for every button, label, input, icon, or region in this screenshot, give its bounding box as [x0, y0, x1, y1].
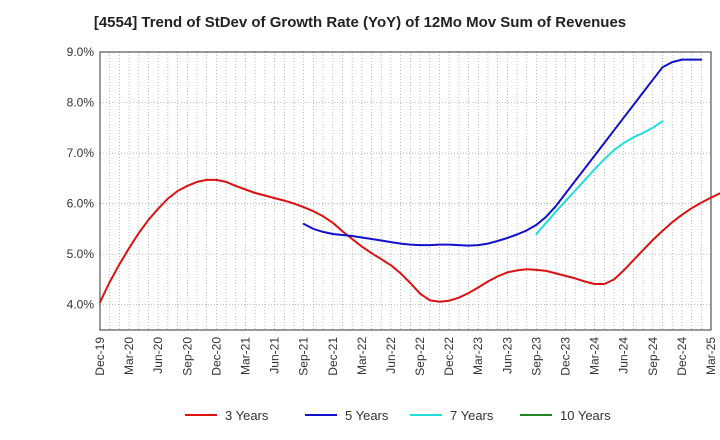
x-tick-label: Mar-22 — [355, 337, 369, 375]
x-tick-label: Jun-21 — [268, 337, 282, 374]
x-tick-label: Dec-21 — [326, 337, 340, 376]
y-tick-label: 4.0% — [67, 298, 95, 312]
x-tick-label: Mar-25 — [704, 337, 718, 375]
legend-label: 7 Years — [450, 408, 494, 423]
x-tick-label: Jun-23 — [500, 337, 514, 374]
y-tick-label: 7.0% — [67, 146, 95, 160]
plot-frame — [99, 51, 712, 331]
x-tick-label: Mar-20 — [122, 337, 136, 375]
y-tick-label: 8.0% — [67, 96, 95, 110]
series-line-5-years — [302, 58, 703, 247]
legend-label: 5 Years — [345, 408, 389, 423]
y-tick-label: 9.0% — [67, 45, 95, 59]
x-tick-label: Mar-21 — [238, 337, 252, 375]
legend-label: 10 Years — [560, 408, 611, 423]
x-tick-label: Dec-24 — [675, 337, 689, 376]
x-tick-label: Sep-23 — [529, 337, 543, 376]
series-line-3-years — [99, 178, 720, 304]
x-tick-label: Jun-20 — [151, 337, 165, 374]
x-tick-label: Jun-24 — [617, 337, 631, 374]
x-tick-label: Mar-24 — [588, 337, 602, 375]
x-tick-label: Jun-22 — [384, 337, 398, 374]
y-tick-label: 5.0% — [67, 247, 95, 261]
x-tick-label: Sep-22 — [413, 337, 427, 376]
series-line-7-years — [535, 120, 664, 235]
legend-label: 3 Years — [225, 408, 269, 423]
x-tick-label: Dec-19 — [93, 337, 107, 376]
x-tick-label: Dec-22 — [442, 337, 456, 376]
x-tick-label: Dec-23 — [559, 337, 573, 376]
chart-title: [4554] Trend of StDev of Growth Rate (Yo… — [93, 14, 627, 31]
x-tick-label: Dec-20 — [209, 337, 223, 376]
x-tick-label: Sep-20 — [180, 337, 194, 376]
x-tick-label: Mar-23 — [471, 337, 485, 375]
x-tick-label: Sep-21 — [297, 337, 311, 376]
x-tick-label: Sep-24 — [646, 337, 660, 376]
y-tick-label: 6.0% — [67, 197, 95, 211]
